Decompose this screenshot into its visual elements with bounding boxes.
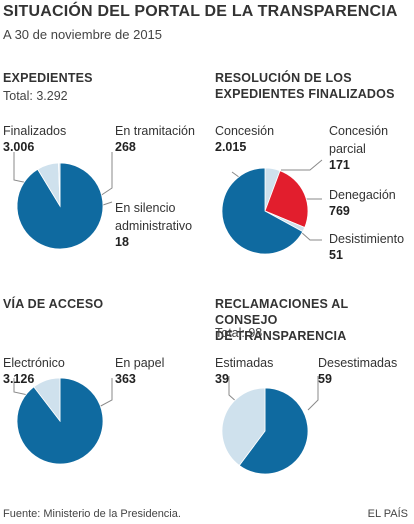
chart-title-via-acceso: VÍA DE ACCESO — [3, 297, 104, 311]
slice-value: 363 — [115, 372, 136, 386]
slice-label-denegacion: Denegación 769 — [329, 186, 396, 219]
slice-value: 59 — [318, 372, 332, 386]
slice-value: 39 — [215, 372, 229, 386]
slice-value: 3.006 — [3, 140, 35, 154]
pie-slice-estimadas — [221, 387, 266, 467]
slice-name: Desestimadas — [318, 356, 398, 370]
chart-subtitle-reclamaciones: Total: 98 — [215, 326, 263, 340]
slice-label-electronico: Electrónico 3.126 — [3, 354, 65, 387]
slice-label-estimadas: Estimadas 39 — [215, 354, 273, 387]
page-subtitle: A 30 de noviembre de 2015 — [3, 27, 163, 42]
slice-name: Finalizados — [3, 124, 67, 138]
slice-value: 171 — [329, 158, 350, 172]
slice-label-finalizados: Finalizados 3.006 — [3, 122, 66, 155]
slice-value: 2.015 — [215, 140, 247, 154]
pie-slice-concesión — [221, 167, 304, 255]
slice-label-en-papel: En papel 363 — [115, 354, 164, 387]
slice-name: En tramitación — [115, 124, 195, 138]
slice-name: Denegación — [329, 188, 396, 202]
slice-label-en-tramitacion: En tramitación 268 — [115, 122, 195, 155]
slice-label-en-silencio: En silencio administrativo 18 — [115, 199, 225, 250]
slice-name: Concesión — [215, 124, 275, 138]
chart-title-line: DE TRANSPARENCIA — [215, 329, 347, 343]
chart-title-reclamaciones: RECLAMACIONES AL CONSEJO DE TRANSPARENCI… — [215, 296, 414, 344]
slice-name: Estimadas — [215, 356, 274, 370]
slice-value: 3.126 — [3, 372, 35, 386]
source-note: Fuente: Ministerio de la Presidencia. — [3, 508, 181, 520]
slice-label-concesion: Concesión 2.015 — [215, 122, 274, 155]
pie-slice-denegación — [264, 170, 309, 229]
page-title: SITUACIÓN DEL PORTAL DE LA TRANSPARENCIA — [3, 3, 398, 20]
chart-title-line: RECLAMACIONES AL CONSEJO — [215, 297, 349, 327]
slice-name: En silencio administrativo — [115, 201, 193, 233]
slice-label-desistimiento: Desistimiento 51 — [329, 230, 404, 263]
pie-slice-en-silencio-administrativo — [58, 162, 61, 207]
slice-name: En papel — [115, 356, 165, 370]
slice-name: Desistimiento — [329, 232, 405, 246]
brand-logo: EL PAÍS — [367, 508, 408, 520]
slice-name: parcial — [329, 142, 366, 156]
slice-name: Concesión — [329, 124, 389, 138]
pie-slice-desestimadas — [238, 387, 309, 475]
chart-title-expedientes: EXPEDIENTES — [3, 71, 93, 85]
slice-label-desestimadas: Desestimadas 59 — [318, 354, 397, 387]
slice-value: 769 — [329, 204, 350, 218]
slice-name: Electrónico — [3, 356, 65, 370]
slice-label-concesion-parcial: Concesión parcial 171 — [329, 122, 388, 173]
pie-slice-en-papel — [33, 377, 61, 423]
slice-value: 18 — [115, 235, 129, 249]
chart-title-line: EXPEDIENTES FINALIZADOS — [215, 87, 395, 101]
chart-title-resolucion: RESOLUCIÓN DE LOS EXPEDIENTES FINALIZADO… — [215, 70, 395, 102]
chart-subtitle-expedientes: Total: 3.292 — [3, 89, 68, 103]
slice-value: 51 — [329, 248, 343, 262]
chart-title-line: RESOLUCIÓN DE LOS — [215, 71, 352, 85]
slice-value: 268 — [115, 140, 136, 154]
